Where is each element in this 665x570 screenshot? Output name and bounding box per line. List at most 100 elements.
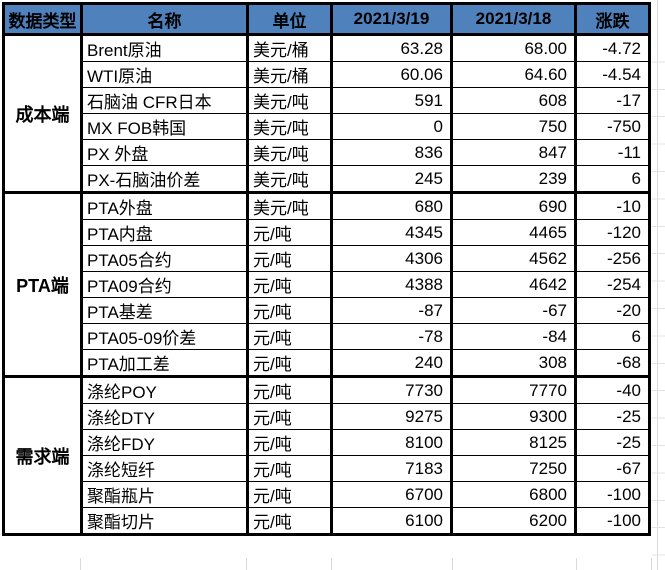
- header-unit[interactable]: 单位: [246, 2, 333, 36]
- change-cell[interactable]: -254: [574, 271, 651, 298]
- unit-cell[interactable]: 美元/吨: [246, 192, 332, 220]
- value-previous-cell[interactable]: -84: [450, 323, 576, 350]
- name-cell[interactable]: WTI原油: [80, 61, 248, 88]
- change-cell[interactable]: -25: [574, 429, 651, 456]
- change-cell[interactable]: -40: [574, 376, 651, 404]
- name-cell[interactable]: PTA加工差: [80, 349, 248, 378]
- change-cell[interactable]: -20: [574, 297, 651, 324]
- group-cell[interactable]: 成本端: [2, 34, 82, 194]
- group-cell[interactable]: 需求端: [2, 376, 82, 536]
- header-data-type[interactable]: 数据类型: [2, 2, 83, 36]
- change-cell[interactable]: 6: [574, 165, 651, 194]
- value-current-cell[interactable]: 4345: [330, 219, 452, 246]
- name-cell[interactable]: 涤纶POY: [80, 376, 248, 404]
- value-previous-cell[interactable]: 4642: [450, 271, 576, 298]
- change-cell[interactable]: -68: [574, 349, 651, 378]
- value-previous-cell[interactable]: 68.00: [450, 34, 576, 62]
- value-current-cell[interactable]: 680: [330, 192, 452, 220]
- unit-cell[interactable]: 美元/吨: [246, 87, 332, 114]
- value-previous-cell[interactable]: 750: [450, 113, 576, 140]
- value-previous-cell[interactable]: 7770: [450, 376, 576, 404]
- value-previous-cell[interactable]: 8125: [450, 429, 576, 456]
- value-current-cell[interactable]: 0: [330, 113, 452, 140]
- name-cell[interactable]: 聚酯切片: [80, 507, 248, 536]
- name-cell[interactable]: 石脑油 CFR日本: [80, 87, 248, 114]
- change-cell[interactable]: -11: [574, 139, 651, 166]
- unit-cell[interactable]: 美元/吨: [246, 139, 332, 166]
- change-cell[interactable]: -17: [574, 87, 651, 114]
- unit-cell[interactable]: 美元/桶: [246, 34, 332, 62]
- value-previous-cell[interactable]: 4465: [450, 219, 576, 246]
- name-cell[interactable]: PTA外盘: [80, 192, 248, 220]
- unit-cell[interactable]: 元/吨: [246, 297, 332, 324]
- value-current-cell[interactable]: 836: [330, 139, 452, 166]
- unit-cell[interactable]: 元/吨: [246, 455, 332, 482]
- value-previous-cell[interactable]: 847: [450, 139, 576, 166]
- value-current-cell[interactable]: 4306: [330, 245, 452, 272]
- value-current-cell[interactable]: 591: [330, 87, 452, 114]
- change-cell[interactable]: -120: [574, 219, 651, 246]
- change-cell[interactable]: -750: [574, 113, 651, 140]
- unit-cell[interactable]: 元/吨: [246, 376, 332, 404]
- value-current-cell[interactable]: 7183: [330, 455, 452, 482]
- value-current-cell[interactable]: 8100: [330, 429, 452, 456]
- value-previous-cell[interactable]: -67: [450, 297, 576, 324]
- change-cell[interactable]: -4.54: [574, 61, 651, 88]
- value-previous-cell[interactable]: 4562: [450, 245, 576, 272]
- unit-cell[interactable]: 元/吨: [246, 481, 332, 508]
- name-cell[interactable]: MX FOB韩国: [80, 113, 248, 140]
- value-current-cell[interactable]: 63.28: [330, 34, 452, 62]
- value-previous-cell[interactable]: 308: [450, 349, 576, 378]
- header-change[interactable]: 涨跌: [574, 2, 651, 36]
- change-cell[interactable]: -100: [574, 481, 651, 508]
- value-current-cell[interactable]: 60.06: [330, 61, 452, 88]
- name-cell[interactable]: 涤纶短纤: [80, 455, 248, 482]
- value-current-cell[interactable]: 4388: [330, 271, 452, 298]
- value-previous-cell[interactable]: 690: [450, 192, 576, 220]
- unit-cell[interactable]: 元/吨: [246, 507, 332, 536]
- value-current-cell[interactable]: -87: [330, 297, 452, 324]
- name-cell[interactable]: PTA内盘: [80, 219, 248, 246]
- unit-cell[interactable]: 元/吨: [246, 323, 332, 350]
- name-cell[interactable]: PTA05-09价差: [80, 323, 248, 350]
- value-previous-cell[interactable]: 6800: [450, 481, 576, 508]
- name-cell[interactable]: PX-石脑油价差: [80, 165, 248, 194]
- change-cell[interactable]: -10: [574, 192, 651, 220]
- unit-cell[interactable]: 元/吨: [246, 429, 332, 456]
- value-current-cell[interactable]: 9275: [330, 403, 452, 430]
- name-cell[interactable]: PTA09合约: [80, 271, 248, 298]
- value-previous-cell[interactable]: 608: [450, 87, 576, 114]
- value-current-cell[interactable]: 6700: [330, 481, 452, 508]
- unit-cell[interactable]: 美元/桶: [246, 61, 332, 88]
- unit-cell[interactable]: 元/吨: [246, 271, 332, 298]
- unit-cell[interactable]: 元/吨: [246, 403, 332, 430]
- header-date-previous[interactable]: 2021/3/18: [450, 2, 577, 36]
- name-cell[interactable]: 涤纶DTY: [80, 403, 248, 430]
- unit-cell[interactable]: 美元/吨: [246, 165, 332, 194]
- name-cell[interactable]: PTA05合约: [80, 245, 248, 272]
- value-previous-cell[interactable]: 7250: [450, 455, 576, 482]
- change-cell[interactable]: -100: [574, 507, 651, 536]
- value-current-cell[interactable]: -78: [330, 323, 452, 350]
- group-cell[interactable]: PTA端: [2, 192, 82, 378]
- name-cell[interactable]: Brent原油: [80, 34, 248, 62]
- value-current-cell[interactable]: 240: [330, 349, 452, 378]
- value-current-cell[interactable]: 7730: [330, 376, 452, 404]
- unit-cell[interactable]: 元/吨: [246, 219, 332, 246]
- value-current-cell[interactable]: 6100: [330, 507, 452, 536]
- unit-cell[interactable]: 元/吨: [246, 245, 332, 272]
- name-cell[interactable]: 涤纶FDY: [80, 429, 248, 456]
- value-current-cell[interactable]: 245: [330, 165, 452, 194]
- value-previous-cell[interactable]: 6200: [450, 507, 576, 536]
- header-name[interactable]: 名称: [80, 2, 249, 36]
- header-date-current[interactable]: 2021/3/19: [330, 2, 453, 36]
- name-cell[interactable]: PTA基差: [80, 297, 248, 324]
- value-previous-cell[interactable]: 64.60: [450, 61, 576, 88]
- value-previous-cell[interactable]: 239: [450, 165, 576, 194]
- change-cell[interactable]: -67: [574, 455, 651, 482]
- change-cell[interactable]: -25: [574, 403, 651, 430]
- value-previous-cell[interactable]: 9300: [450, 403, 576, 430]
- name-cell[interactable]: PX 外盘: [80, 139, 248, 166]
- name-cell[interactable]: 聚酯瓶片: [80, 481, 248, 508]
- unit-cell[interactable]: 元/吨: [246, 349, 332, 378]
